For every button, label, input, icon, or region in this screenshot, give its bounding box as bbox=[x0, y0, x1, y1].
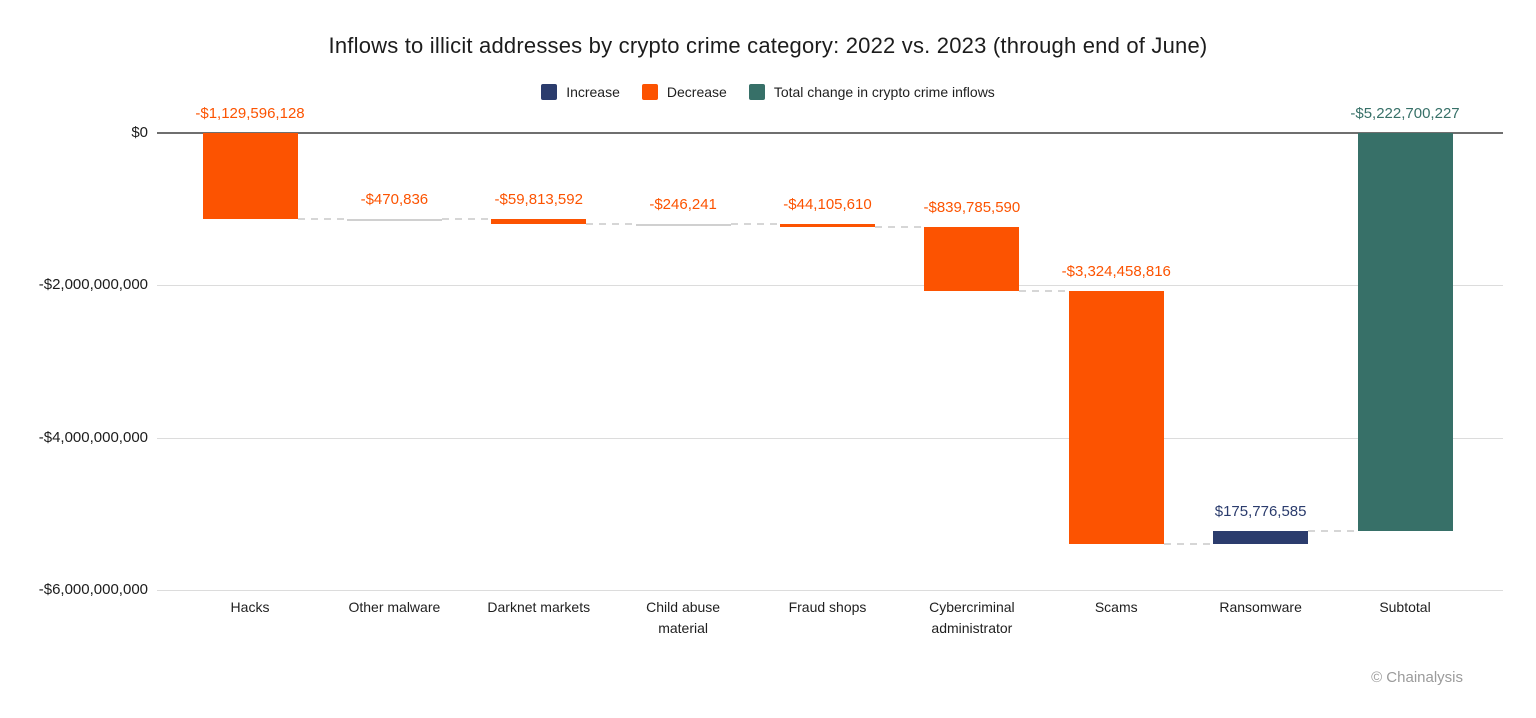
bar-value-label: -$246,241 bbox=[649, 195, 717, 213]
connector bbox=[730, 222, 780, 225]
gridline bbox=[157, 590, 1503, 591]
bar-darknet-markets bbox=[491, 219, 587, 224]
y-tick-label: -$4,000,000,000 bbox=[38, 428, 148, 446]
connector bbox=[586, 222, 636, 225]
x-axis-label-ransomware: Ransomware bbox=[1219, 599, 1302, 615]
bar-other-malware bbox=[346, 219, 442, 222]
bar-cybercriminal-administrator bbox=[924, 227, 1020, 291]
x-axis-label-cybercriminal-administrator: Cybercriminal administrator bbox=[929, 599, 1015, 636]
bar-value-label: -$3,324,458,816 bbox=[1061, 262, 1171, 280]
bar-ransomware bbox=[1213, 530, 1309, 545]
bar-value-label: -$839,785,590 bbox=[923, 199, 1021, 216]
gridline bbox=[157, 437, 1503, 439]
watermark-credit: © Chainalysis bbox=[1371, 669, 1463, 686]
legend-item-increase: Increase bbox=[541, 84, 620, 100]
legend: Increase Decrease Total change in crypto… bbox=[0, 84, 1536, 100]
bar-value-label: -$59,813,592 bbox=[494, 191, 583, 209]
connector bbox=[875, 226, 925, 228]
chart-title: Inflows to illicit addresses by crypto c… bbox=[328, 33, 1208, 58]
y-tick-label: -$2,000,000,000 bbox=[38, 276, 148, 294]
x-axis-label-child-abuse-material: Child abuse material bbox=[646, 599, 721, 636]
legend-item-decrease: Decrease bbox=[641, 84, 727, 100]
bar-value-label: -$5,222,700,227 bbox=[1350, 105, 1460, 122]
bar-fraud-shops bbox=[780, 223, 875, 227]
x-axis-label-subtotal: Subtotal bbox=[1379, 599, 1431, 615]
y-tick-label: $0 bbox=[131, 124, 148, 141]
bar-child-abuse-material bbox=[635, 223, 731, 226]
legend-label: Decrease bbox=[666, 84, 727, 100]
connector bbox=[441, 218, 492, 221]
connector bbox=[1163, 543, 1214, 546]
x-axis-label-darknet-markets: Darknet markets bbox=[487, 599, 591, 615]
decrease-swatch-icon bbox=[641, 84, 658, 100]
bar-value-label: -$470,836 bbox=[360, 191, 429, 209]
x-axis-label-fraud-shops: Fraud shops bbox=[788, 599, 867, 615]
legend-item-total: Total change in crypto crime inflows bbox=[748, 84, 995, 100]
zero-baseline bbox=[157, 132, 1503, 134]
bar-value-label: $175,776,585 bbox=[1214, 502, 1307, 520]
connector bbox=[1019, 289, 1069, 292]
y-tick-label: -$6,000,000,000 bbox=[38, 581, 148, 598]
connector bbox=[1308, 529, 1358, 532]
gridline bbox=[157, 285, 1503, 287]
bar-scams bbox=[1068, 290, 1164, 545]
legend-label: Increase bbox=[566, 84, 620, 100]
increase-swatch-icon bbox=[541, 84, 558, 100]
bar-hacks bbox=[202, 133, 298, 220]
legend-label: Total change in crypto crime inflows bbox=[773, 84, 995, 100]
bar-subtotal bbox=[1357, 133, 1453, 531]
x-axis-label-hacks: Hacks bbox=[230, 599, 270, 615]
bar-value-label: -$44,105,610 bbox=[783, 195, 872, 213]
total-swatch-icon bbox=[748, 84, 765, 100]
bar-value-label: -$1,129,596,128 bbox=[195, 105, 305, 122]
x-axis-label-scams: Scams bbox=[1094, 599, 1138, 615]
connector bbox=[297, 218, 347, 221]
x-axis-label-other-malware: Other malware bbox=[348, 599, 441, 615]
